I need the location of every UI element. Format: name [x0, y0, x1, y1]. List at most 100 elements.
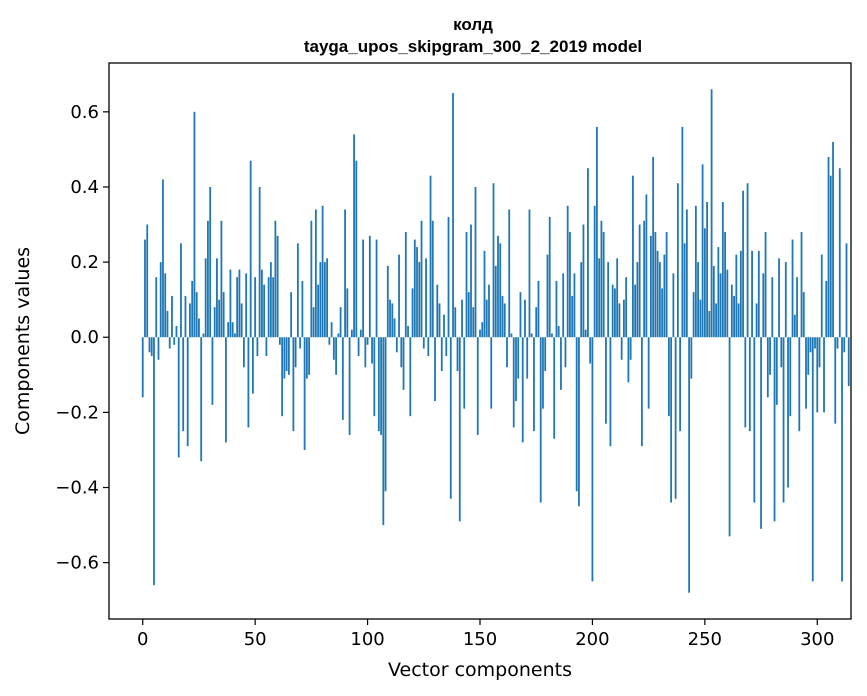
bar-134 — [443, 314, 445, 338]
bar-266 — [739, 250, 742, 338]
bar-152 — [483, 250, 486, 338]
bar-262 — [730, 284, 733, 338]
bar-245 — [692, 292, 695, 338]
x-tick-label: 50 — [244, 629, 267, 650]
bar-125 — [422, 337, 425, 349]
bar-252 — [708, 310, 711, 338]
chart-title: колд — [453, 15, 493, 34]
bar-84 — [330, 322, 333, 338]
bar-129 — [431, 220, 434, 338]
bar-0 — [141, 337, 144, 398]
x-axis-label: Vector components — [388, 659, 572, 681]
bar-48 — [249, 160, 252, 338]
bar-298 — [811, 337, 814, 582]
bar-250 — [703, 228, 706, 338]
bar-51 — [256, 337, 259, 357]
bar-171 — [526, 337, 529, 379]
bar-86 — [335, 337, 337, 375]
bar-132 — [438, 303, 441, 338]
bar-148 — [474, 186, 477, 338]
bar-11 — [166, 310, 169, 338]
bar-276 — [762, 273, 765, 338]
bar-230 — [658, 262, 661, 338]
bar-76 — [312, 307, 315, 338]
bar-225 — [647, 337, 650, 409]
bar-205 — [602, 232, 605, 338]
bar-4 — [150, 337, 153, 357]
bar-271 — [751, 250, 753, 338]
bar-72 — [303, 337, 306, 450]
bar-146 — [470, 224, 472, 338]
bar-115 — [400, 337, 403, 368]
bar-281 — [773, 337, 776, 522]
bar-149 — [476, 337, 479, 435]
bar-256 — [717, 247, 720, 338]
bar-241 — [683, 243, 686, 338]
bar-42 — [236, 277, 239, 338]
bar-193 — [575, 337, 578, 492]
bar-206 — [605, 337, 607, 424]
bar-196 — [582, 224, 585, 338]
bar-157 — [494, 265, 497, 338]
bar-151 — [481, 322, 484, 338]
bar-147 — [472, 307, 475, 338]
bar-292 — [798, 337, 801, 432]
bar-111 — [391, 303, 394, 338]
bar-124 — [420, 220, 423, 338]
bar-204 — [600, 220, 603, 338]
bar-301 — [818, 337, 821, 368]
bar-305 — [827, 156, 830, 338]
bar-169 — [521, 337, 524, 443]
bar-145 — [467, 292, 470, 338]
bar-141 — [458, 337, 461, 522]
bar-273 — [755, 303, 758, 338]
bar-163 — [508, 209, 511, 338]
bar-156 — [492, 183, 495, 338]
bar-254 — [712, 265, 715, 338]
bar-93 — [350, 329, 353, 338]
bar-85 — [332, 337, 335, 360]
bar-300 — [816, 337, 819, 413]
bar-2 — [146, 224, 149, 338]
bar-244 — [690, 337, 693, 379]
bar-28 — [204, 258, 207, 338]
bar-1 — [144, 239, 146, 338]
bar-92 — [348, 337, 351, 435]
bar-307 — [832, 141, 834, 338]
bar-234 — [667, 337, 670, 417]
bar-155 — [490, 337, 493, 409]
bar-64 — [285, 337, 288, 372]
bar-219 — [634, 284, 637, 338]
bar-18 — [182, 337, 185, 432]
bar-34 — [218, 299, 221, 338]
bar-23 — [193, 111, 196, 338]
bar-79 — [319, 262, 322, 338]
bar-274 — [757, 250, 760, 338]
bar-75 — [310, 220, 313, 338]
bar-228 — [654, 232, 657, 338]
bar-158 — [497, 235, 499, 338]
bar-239 — [679, 337, 682, 432]
bar-106 — [380, 337, 382, 435]
x-tick-label: 0 — [137, 629, 148, 650]
bar-29 — [207, 220, 209, 338]
x-tick-label: 300 — [800, 629, 834, 650]
x-tick-label: 100 — [350, 629, 384, 650]
bar-39 — [229, 269, 232, 338]
y-tick-label: −0.4 — [55, 478, 99, 499]
bar-269 — [746, 183, 749, 338]
bar-133 — [440, 337, 443, 372]
bar-54 — [263, 284, 266, 338]
bar-249 — [701, 164, 704, 338]
bar-10 — [164, 273, 167, 338]
bar-197 — [584, 329, 587, 338]
bar-275 — [760, 337, 762, 529]
bar-14 — [173, 337, 176, 345]
bar-221 — [638, 224, 641, 338]
bar-108 — [384, 337, 387, 492]
bar-94 — [353, 134, 355, 338]
bar-19 — [184, 295, 187, 338]
bars-group — [141, 89, 850, 593]
bar-251 — [706, 202, 708, 338]
